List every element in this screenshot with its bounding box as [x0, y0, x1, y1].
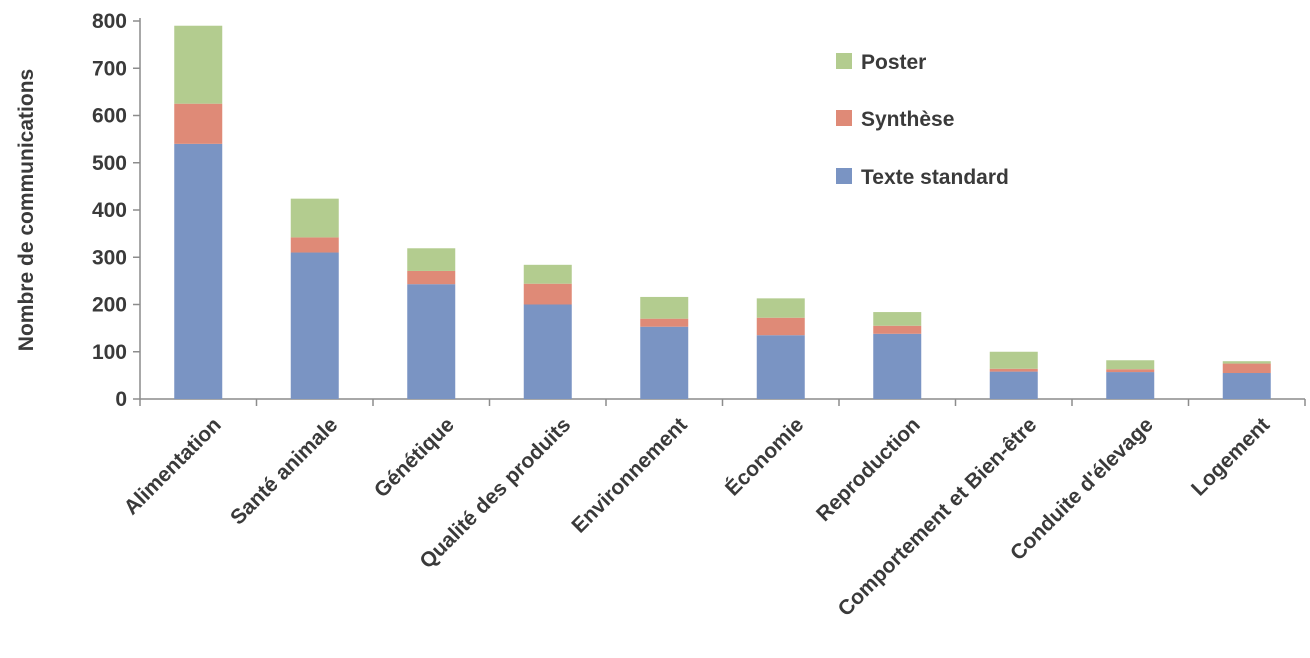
bar-segment — [873, 333, 922, 399]
x-tick-label: Santé animale — [226, 413, 342, 529]
bar-segment — [174, 25, 223, 104]
bar-segment — [873, 325, 922, 334]
x-tick-label: Reproduction — [812, 413, 925, 526]
bar-segment — [290, 252, 339, 399]
bar-segment — [873, 312, 922, 326]
x-tick-label: Logement — [1187, 413, 1274, 500]
bar-segment — [407, 284, 456, 399]
y-tick-label: 200 — [92, 294, 127, 317]
bar-segment — [407, 248, 456, 271]
bar-segment — [640, 318, 689, 327]
legend: Poster Synthèse Texte standard — [836, 51, 1009, 189]
bar-segment — [756, 317, 805, 336]
bar-segment — [1106, 369, 1155, 373]
bar-segment — [989, 371, 1038, 399]
bars — [174, 25, 1271, 399]
bar-segment — [290, 237, 339, 253]
bar-segment — [407, 270, 456, 285]
bar-segment — [640, 296, 689, 319]
bar-segment — [174, 143, 223, 399]
y-tick-label: 500 — [92, 152, 127, 175]
x-tick-label: Alimentation — [120, 413, 226, 519]
bar-segment — [989, 368, 1038, 372]
y-axis-label: Nombre de communications — [15, 69, 38, 351]
bar-segment — [1106, 360, 1155, 370]
x-tick-label: Génétique — [370, 413, 459, 502]
legend-label: Synthèse — [861, 108, 954, 131]
bar-segment — [756, 298, 805, 318]
bar-segment — [989, 351, 1038, 369]
bar-segment — [640, 326, 689, 399]
x-tick-label: Économie — [721, 413, 808, 500]
legend-label: Texte standard — [861, 166, 1009, 189]
bar-segment — [756, 335, 805, 399]
bar-segment — [523, 283, 572, 305]
y-tick-label: 300 — [92, 246, 127, 269]
legend-swatch — [836, 110, 852, 126]
axes: 0 100 200 300 400 500 600 700 800 — [92, 10, 1306, 411]
bar-segment — [523, 304, 572, 399]
bar-segment — [523, 264, 572, 284]
bar-segment — [1106, 372, 1155, 399]
x-tick-label: Comportement et Bien-être — [834, 413, 1042, 621]
y-tick-label: 800 — [92, 10, 127, 33]
legend-label: Poster — [861, 51, 926, 74]
y-tick-label: 600 — [92, 105, 127, 128]
y-tick-label: 0 — [115, 388, 127, 411]
x-axis-labels: Alimentation Santé animale GénétiqueQualit… — [120, 413, 1275, 621]
bar-segment — [174, 103, 223, 144]
bar-segment — [290, 198, 339, 238]
legend-swatch — [836, 53, 852, 69]
bar-segment — [1222, 361, 1271, 364]
y-tick-label: 100 — [92, 341, 127, 364]
bar-segment — [1222, 363, 1271, 374]
y-tick-label: 400 — [92, 199, 127, 222]
bar-segment — [1222, 373, 1271, 399]
y-tick-label: 700 — [92, 57, 127, 80]
legend-swatch — [836, 168, 852, 184]
x-tick-label: Environnement — [567, 413, 691, 537]
